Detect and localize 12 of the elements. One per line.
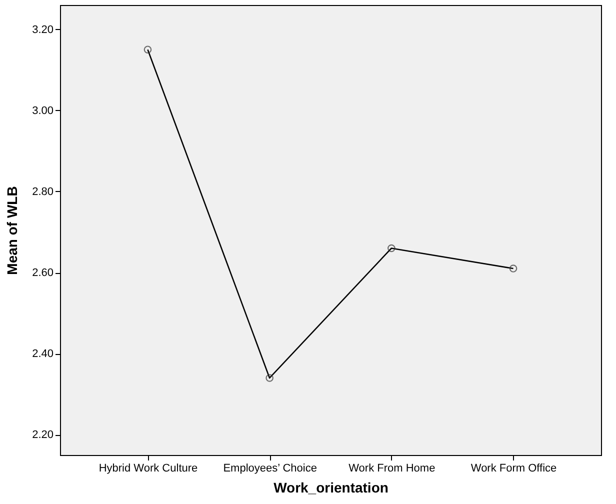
y-tick-label: 3.00 (32, 104, 54, 117)
y-axis-title: Mean of WLB (4, 186, 20, 275)
y-tick-label: 2.80 (32, 186, 54, 198)
x-axis-title: Work_orientation (274, 480, 388, 496)
y-tick-label: 2.40 (32, 348, 54, 360)
x-tick-label: Work From Home (348, 462, 436, 474)
x-tick-label: Hybrid Work Culture (98, 462, 198, 474)
y-tick-label: 2.60 (32, 267, 54, 280)
x-tick-label: Employees’ Choice (223, 462, 317, 474)
y-tick-label: 3.20 (32, 24, 54, 36)
y-tick-label: 2.20 (32, 429, 54, 442)
x-tick-label: Work Form Office (470, 462, 557, 474)
